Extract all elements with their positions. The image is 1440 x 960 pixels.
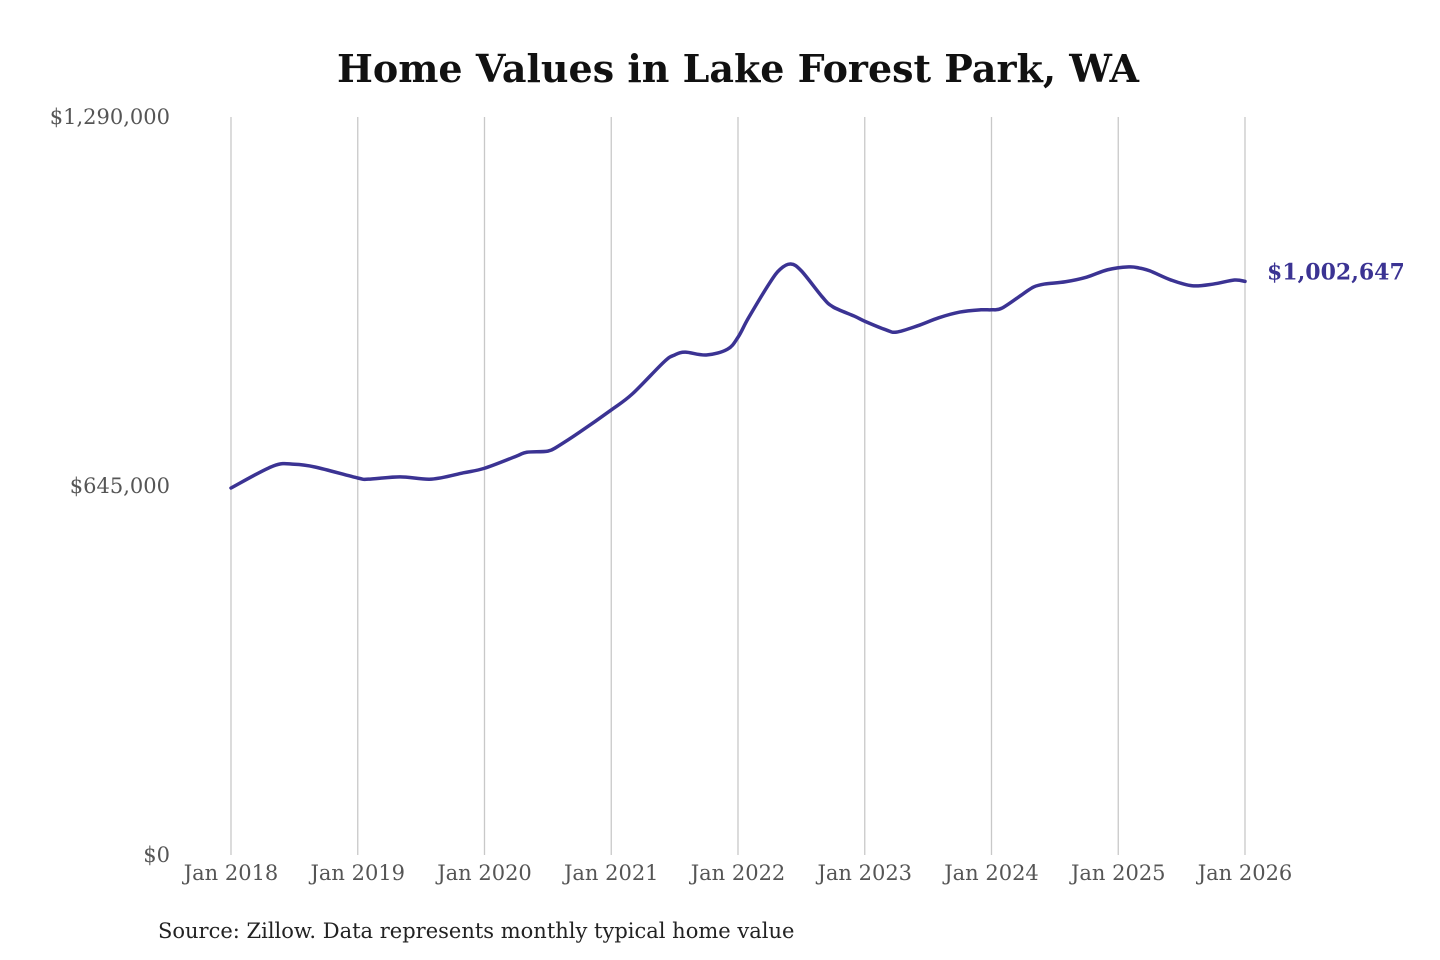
x-tick-label: Jan 2019: [308, 861, 405, 885]
y-tick-label: $1,290,000: [50, 105, 170, 129]
y-tick-label: $0: [143, 843, 170, 867]
x-tick-label: Jan 2020: [435, 861, 532, 885]
series-line: [229, 262, 1247, 490]
x-tick-label: Jan 2018: [182, 861, 279, 885]
y-tick-label: $645,000: [70, 474, 170, 498]
x-tick-label: Jan 2024: [942, 861, 1039, 885]
x-tick-label: Jan 2021: [562, 861, 659, 885]
x-axis: Jan 2018 Jan 2019 Jan 2020 Jan 2021 Jan 2022…: [182, 861, 1293, 885]
chart-title: Home Values in Lake Forest Park, WA: [337, 46, 1140, 91]
x-tick-label: Jan 2022: [689, 861, 786, 885]
gridlines: [230, 117, 1246, 855]
x-tick-label: Jan 2023: [815, 861, 912, 885]
y-axis: $0 $645,000 $1,290,000: [50, 105, 170, 867]
x-tick-label: Jan 2026: [1196, 861, 1293, 885]
end-value-label: $1,002,647: [1267, 259, 1405, 285]
source-note: Source: Zillow. Data represents monthly …: [158, 919, 794, 943]
x-tick-label: Jan 2025: [1069, 861, 1166, 885]
